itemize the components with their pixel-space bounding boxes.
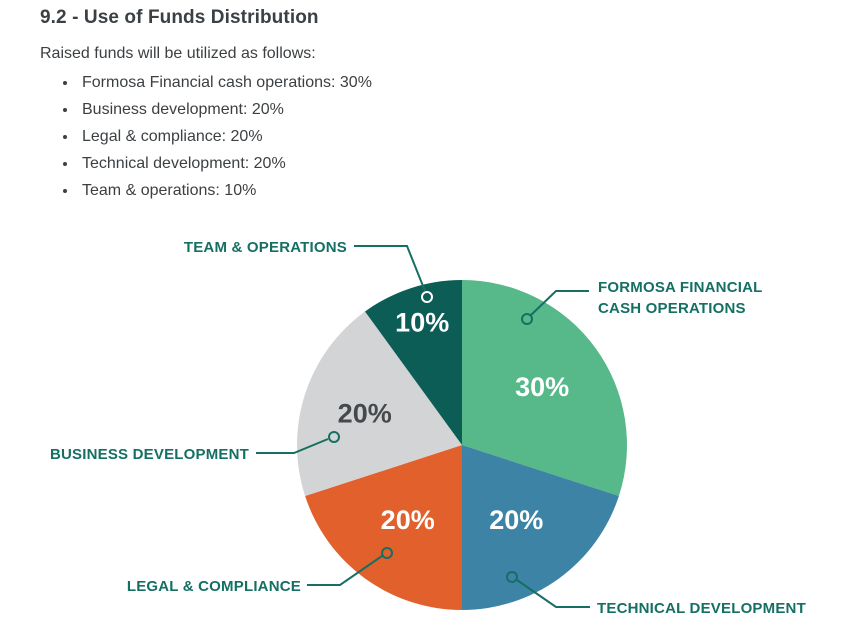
leader-line-business-development xyxy=(256,438,329,454)
funds-bullet-list: Formosa Financial cash operations: 30% B… xyxy=(40,69,372,204)
leader-line-team-operations xyxy=(354,245,426,292)
list-item: Formosa Financial cash operations: 30% xyxy=(78,69,372,96)
pie-slice-2 xyxy=(305,445,462,610)
slice-label-legal-compliance: LEGAL & COMPLIANCE xyxy=(126,578,301,595)
pie-slice-4 xyxy=(365,279,462,445)
leader-line-technical-development xyxy=(516,579,590,608)
leader-dot-team-operations xyxy=(421,291,433,303)
leader-line-legal-compliance xyxy=(307,555,383,586)
pie-slice-3 xyxy=(297,311,462,496)
pie-slices-group xyxy=(297,279,627,610)
pie-pct-label-4: 10% xyxy=(395,308,449,338)
leader-dot-legal-compliance xyxy=(381,547,393,559)
pie-pct-label-2: 20% xyxy=(381,505,435,535)
section-heading: 9.2 - Use of Funds Distribution xyxy=(40,7,319,28)
pie-pct-label-0: 30% xyxy=(515,372,569,402)
list-item: Technical development: 20% xyxy=(78,150,372,177)
leader-line-formosa xyxy=(530,290,589,316)
pie-slice-1 xyxy=(462,445,619,610)
slice-label-formosa: FORMOSA FINANCIAL CASH OPERATIONS xyxy=(598,279,763,317)
pie-slice-0 xyxy=(462,280,627,496)
slice-label-technical-development: TECHNICAL DEVELOPMENT xyxy=(597,600,806,617)
leader-lines-group xyxy=(256,245,590,608)
leader-dot-technical-development xyxy=(506,571,518,583)
pie-pct-label-3: 20% xyxy=(338,398,392,428)
leader-dot-business-development xyxy=(328,431,340,443)
pie-percent-labels-group: 30% 20% 20% 20% 10% xyxy=(338,308,569,535)
intro-paragraph: Raised funds will be utilized as follows… xyxy=(40,45,316,62)
list-item: Legal & compliance: 20% xyxy=(78,123,372,150)
list-item: Business development: 20% xyxy=(78,96,372,123)
pie-pct-label-1: 20% xyxy=(489,505,543,535)
slice-label-business-development: BUSINESS DEVELOPMENT xyxy=(49,446,249,463)
list-item: Team & operations: 10% xyxy=(78,177,372,204)
leader-dot-formosa xyxy=(521,313,533,325)
slice-label-team-operations: TEAM & OPERATIONS xyxy=(183,239,347,256)
